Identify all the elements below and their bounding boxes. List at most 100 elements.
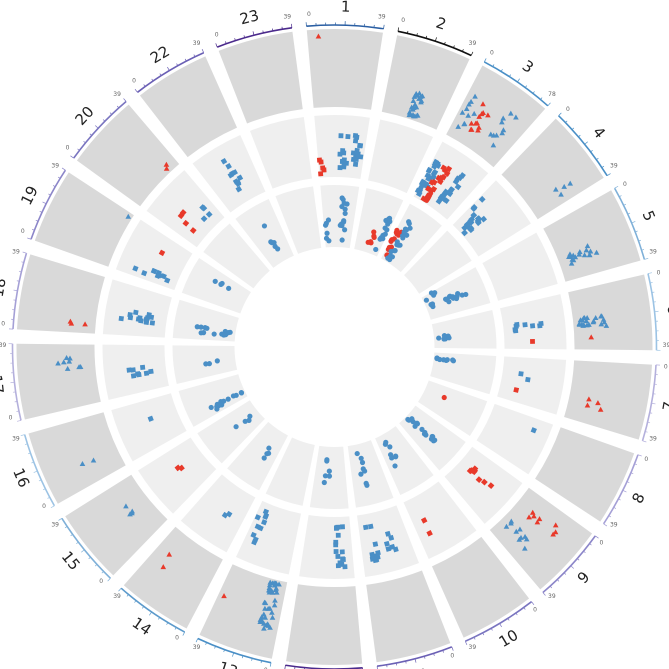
point-s19-t1-64-6 xyxy=(155,271,162,279)
panel-seg2-track2 xyxy=(354,188,404,257)
point-s4-t1-19-1 xyxy=(478,195,486,203)
point-s9-t0-34-2 xyxy=(529,509,536,515)
point-s9-t2-37-14 xyxy=(409,416,415,422)
axis-min-label-23: 0 xyxy=(215,32,219,39)
axis-tick-3-5 xyxy=(524,85,528,88)
axis-tick-5-8 xyxy=(644,257,649,260)
axis-tick-16-7 xyxy=(24,443,28,445)
segment-axis: 0 390390780390390390390390390390390390390… xyxy=(0,11,669,669)
point-s9-t0-35-7 xyxy=(508,520,514,526)
point-s19-t1-64-8 xyxy=(151,267,158,275)
axis-tick-14-4 xyxy=(149,611,152,616)
point-s9-t0-34-3 xyxy=(536,516,543,522)
point-s9-t0-35-4 xyxy=(517,526,523,532)
panel-seg20-track0 xyxy=(76,104,180,207)
data-points xyxy=(55,33,610,631)
point-s17-t0-57-5 xyxy=(66,358,73,364)
axis-tick-10-8 xyxy=(464,641,468,646)
point-s3-t1-14-13 xyxy=(452,178,460,186)
axis-tick-3-3 xyxy=(509,74,511,77)
axis-tick-13-0 xyxy=(269,662,272,667)
axis-arc-18 xyxy=(12,252,28,330)
point-s9-t1-36-6 xyxy=(468,467,476,474)
axis-tick-16-8 xyxy=(20,434,25,437)
point-s16-t2-56-9 xyxy=(214,406,220,412)
point-s3-t2-16-14 xyxy=(395,242,402,248)
point-s1-t1-2-10 xyxy=(338,133,344,139)
point-s12-t2-44-4 xyxy=(324,457,330,463)
point-s9-t0-34-6 xyxy=(552,522,559,528)
axis-min-label-15: 0 xyxy=(99,578,103,585)
axis-min-label-5: 0 xyxy=(623,181,627,188)
point-s22-t1-70-1 xyxy=(235,185,243,193)
point-s7-t0-28-1 xyxy=(595,400,601,406)
point-s22-t1-70-8 xyxy=(227,171,235,179)
axis-tick-11-1 xyxy=(442,650,444,653)
point-s11-t1-40-4 xyxy=(388,534,395,541)
panel-seg10-track0 xyxy=(431,536,530,638)
point-s16-t1-55-0 xyxy=(147,415,154,422)
axis-tick-19-1 xyxy=(31,228,35,231)
axis-tick-22-8 xyxy=(201,48,205,53)
point-s8-t1-32-0 xyxy=(530,427,537,434)
point-s6-t1-25-5 xyxy=(513,323,519,329)
panel-seg20-track1 xyxy=(146,170,225,248)
panel-seg23-track2 xyxy=(275,186,322,254)
point-s13-t0-45-30 xyxy=(257,616,264,622)
point-s4-t0-17-2 xyxy=(561,183,567,189)
axis-min-label-19: 0 xyxy=(21,228,25,235)
axis-min-label-17: 0 xyxy=(9,414,13,421)
panel-seg14-track2 xyxy=(227,421,288,491)
segment-label-23: 23 xyxy=(238,6,261,28)
panel-seg18-track0 xyxy=(16,254,105,334)
axis-tick-13-2 xyxy=(251,658,253,661)
point-s6-t0-23-7 xyxy=(598,321,605,327)
point-s19-t1-65-0 xyxy=(158,249,166,257)
point-s13-t1-47-2 xyxy=(254,514,261,521)
panel-seg3-track0 xyxy=(446,65,546,168)
point-s20-t1-68-3 xyxy=(205,210,213,218)
point-s11-t2-42-2 xyxy=(358,471,364,477)
point-s19-t1-64-9 xyxy=(164,277,171,284)
point-s3-t0-11-6 xyxy=(513,114,519,120)
axis-max-label-5: 39 xyxy=(649,249,657,256)
point-s1-t1-2-11 xyxy=(339,158,345,164)
point-s20-t1-67-0 xyxy=(182,219,190,227)
axis-max-label-23: 39 xyxy=(283,13,291,20)
point-s5-t2-22-3 xyxy=(428,290,435,296)
point-s6-t2-27-5 xyxy=(446,335,452,341)
axis-tick-15-6 xyxy=(70,534,73,537)
point-s13-t1-47-4 xyxy=(262,513,269,520)
point-s11-t1-41-1 xyxy=(367,523,374,530)
point-s18-t1-61-7 xyxy=(127,312,133,318)
point-s1-t1-3-11 xyxy=(357,142,363,149)
panel-seg2-track1 xyxy=(367,119,434,194)
point-s12-t1-43-7 xyxy=(333,542,339,548)
point-s22-t1-70-9 xyxy=(231,169,238,176)
segment-label-20: 20 xyxy=(72,103,98,129)
point-s5-t2-22-2 xyxy=(423,297,430,303)
point-s3-t1-13-8 xyxy=(428,179,436,186)
point-s1-t1-1-0 xyxy=(318,171,324,177)
axis-tick-9-4 xyxy=(570,565,574,569)
axis-tick-4-7 xyxy=(601,165,605,168)
axis-tick-10-4 xyxy=(499,623,502,628)
point-s3-t0-10-2 xyxy=(485,112,491,118)
point-s14-t1-49-1 xyxy=(221,511,229,519)
panel-seg4-track2 xyxy=(404,230,472,294)
point-s13-t0-45-34 xyxy=(266,587,272,593)
point-s9-t2-37-11 xyxy=(428,436,435,442)
panel-seg8-track0 xyxy=(535,427,635,522)
point-s5-t0-20-8 xyxy=(584,243,591,249)
segment-label-5: 5 xyxy=(639,208,659,224)
point-s18-t1-61-3 xyxy=(133,309,139,316)
point-s3-t1-14-6 xyxy=(435,197,443,205)
panel-seg1-track0 xyxy=(306,29,383,110)
axis-tick-22-7 xyxy=(193,54,196,57)
axis-arc-22 xyxy=(136,52,205,93)
point-s5-t2-21-15 xyxy=(453,295,460,302)
axis-tick-4-3 xyxy=(578,134,581,138)
panel-seg18-track1 xyxy=(102,279,172,338)
point-s6-t0-23-19 xyxy=(580,315,587,321)
point-s5-t0-20-17 xyxy=(569,256,576,262)
